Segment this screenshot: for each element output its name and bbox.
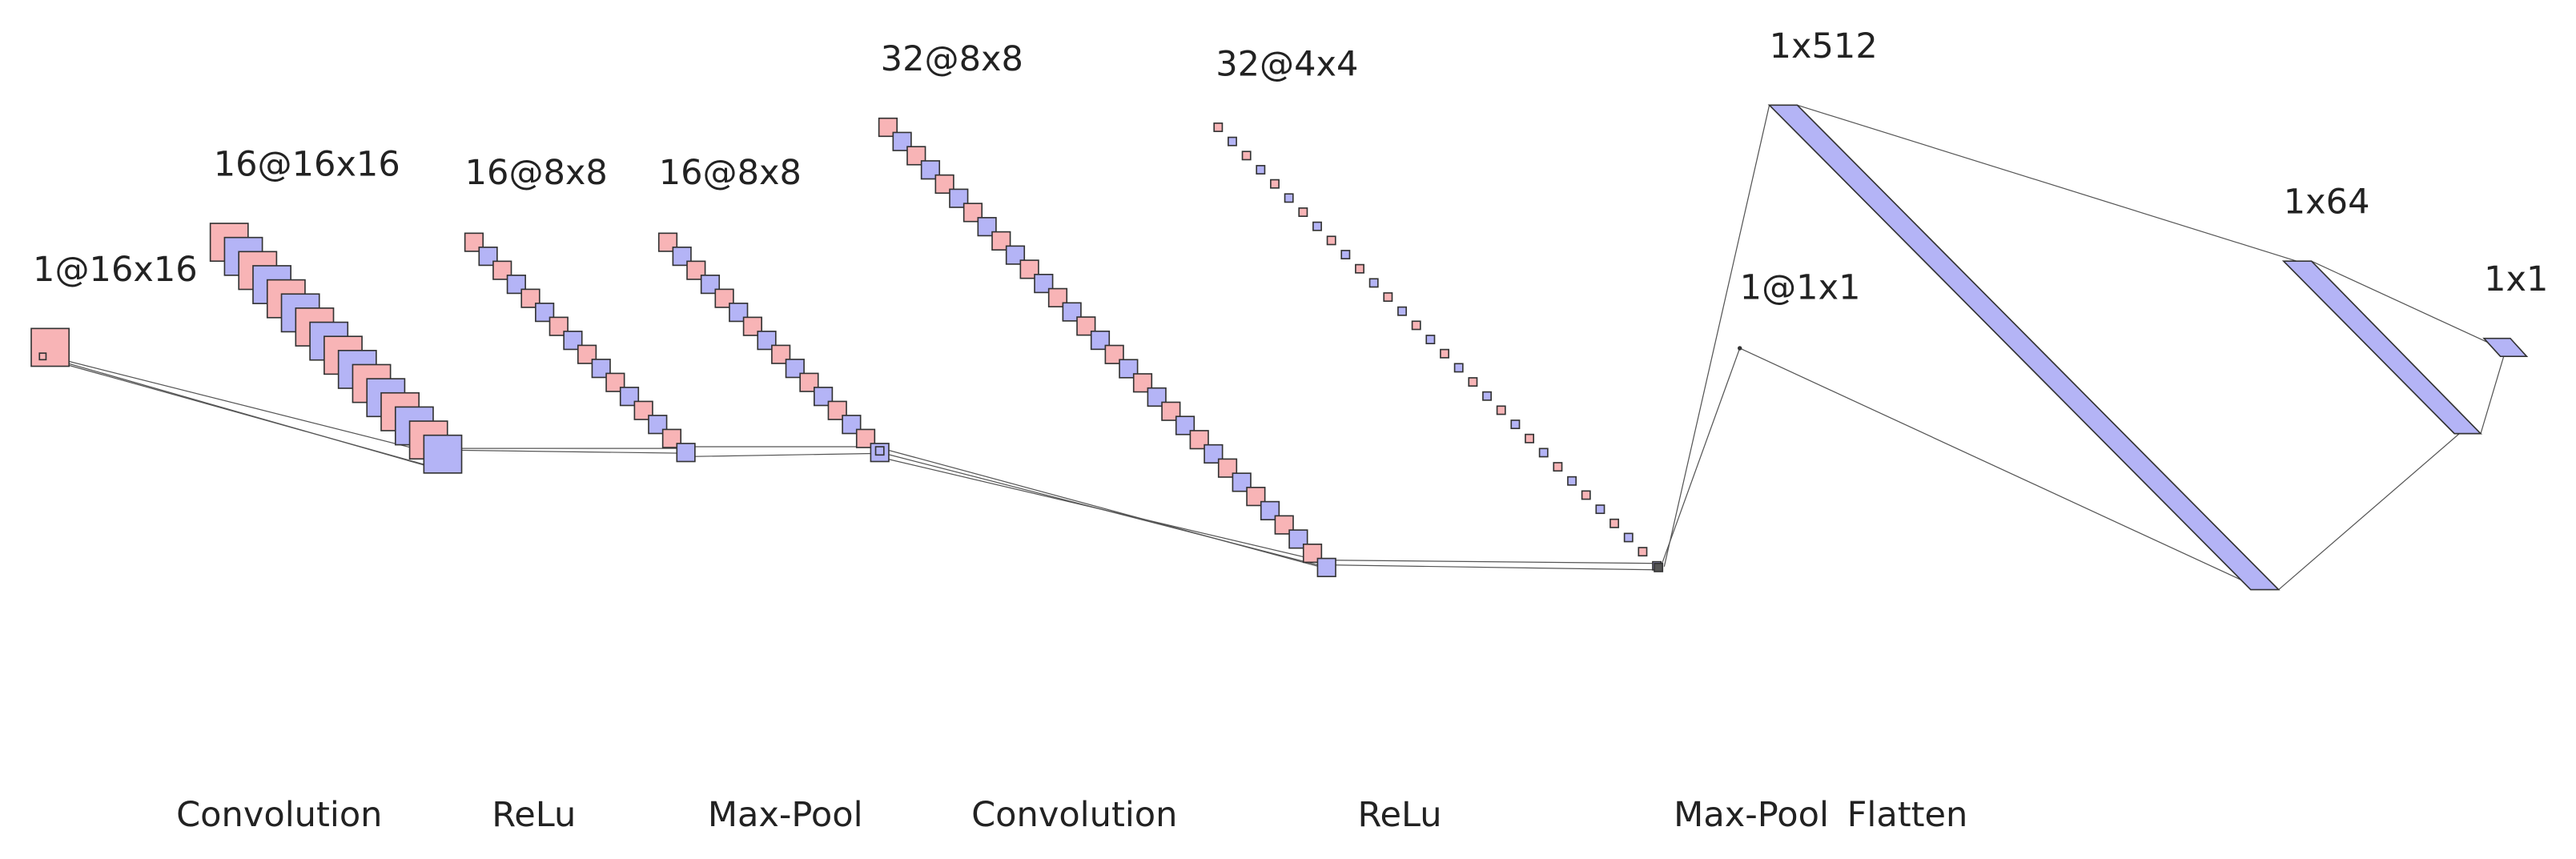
connection (2278, 433, 2460, 590)
layer-label: 16@8x8 (659, 153, 802, 193)
layer-shapes (30, 104, 2529, 591)
feature-map (1316, 557, 1336, 577)
connection (2480, 356, 2505, 434)
feature-map (1453, 363, 1464, 373)
layer-label: 1@1x1 (1740, 267, 1861, 307)
layer-label: 16@8x8 (465, 153, 608, 193)
feature-map (1468, 377, 1478, 387)
operation-label: Convolution (971, 795, 1177, 835)
connection (1660, 347, 1741, 568)
layer-label: 32@4x4 (1216, 44, 1358, 84)
feature-map (1340, 250, 1351, 259)
connection (1333, 564, 1663, 571)
connections (42, 104, 2505, 591)
feature-map (676, 443, 696, 463)
layer-label: 1x1 (2484, 259, 2548, 299)
feature-map (1638, 547, 1648, 557)
feature-map (1609, 518, 1620, 528)
feature-map (1312, 221, 1322, 231)
connection (1322, 559, 1658, 564)
dense-layer (2281, 260, 2482, 435)
feature-map (1213, 122, 1224, 132)
feature-map (1581, 490, 1591, 500)
operation-label: Max-Pool (708, 795, 863, 835)
feature-map (1538, 448, 1549, 458)
feature-map (1368, 278, 1379, 288)
feature-map (1241, 151, 1252, 161)
layer-label: 16@16x16 (214, 145, 400, 185)
dense-layer (2482, 337, 2529, 358)
kernel (874, 446, 885, 456)
connection (877, 456, 1324, 563)
feature-map (1623, 532, 1634, 543)
feature-map (1525, 433, 1535, 444)
connection (686, 452, 884, 457)
feature-map (1228, 136, 1237, 147)
connection (1797, 104, 2297, 262)
layer-label: 1x512 (1770, 26, 1878, 66)
connection (1663, 105, 1770, 567)
feature-map (1270, 179, 1280, 189)
operation-label: Flatten (1847, 795, 1968, 835)
operation-label: ReLu (492, 795, 576, 835)
feature-map (1482, 391, 1492, 401)
feature-map (1425, 335, 1436, 345)
layer-label: 32@8x8 (881, 39, 1023, 79)
feature-map (1567, 476, 1577, 486)
feature-map (1654, 562, 1664, 572)
kernel (38, 352, 47, 361)
feature-map (1397, 306, 1407, 316)
feature-map (1496, 405, 1506, 415)
connection (49, 357, 441, 471)
connection (1739, 347, 2263, 591)
feature-map (1595, 504, 1605, 515)
feature-map (423, 434, 463, 474)
feature-map (1256, 165, 1266, 175)
feature-map (1383, 292, 1393, 302)
operation-label: ReLu (1357, 795, 1441, 835)
feature-map (30, 327, 70, 367)
feature-map (1411, 320, 1421, 331)
connection (42, 354, 441, 456)
feature-map (1298, 207, 1308, 217)
feature-map (1355, 263, 1364, 274)
feature-map (1326, 235, 1336, 246)
operation-label: Max-Pool (1674, 795, 1829, 835)
feature-map (1510, 419, 1521, 430)
feature-map (1553, 462, 1563, 472)
operation-label: Convolution (176, 795, 382, 835)
feature-map (1440, 348, 1449, 359)
layer-label: 1x64 (2284, 183, 2370, 223)
connection (2311, 260, 2501, 349)
dense-layer (1767, 104, 2281, 591)
feature-map (1284, 193, 1294, 203)
connection (440, 449, 690, 454)
layer-label: 1@16x16 (33, 250, 198, 290)
neuron (1738, 346, 1742, 351)
